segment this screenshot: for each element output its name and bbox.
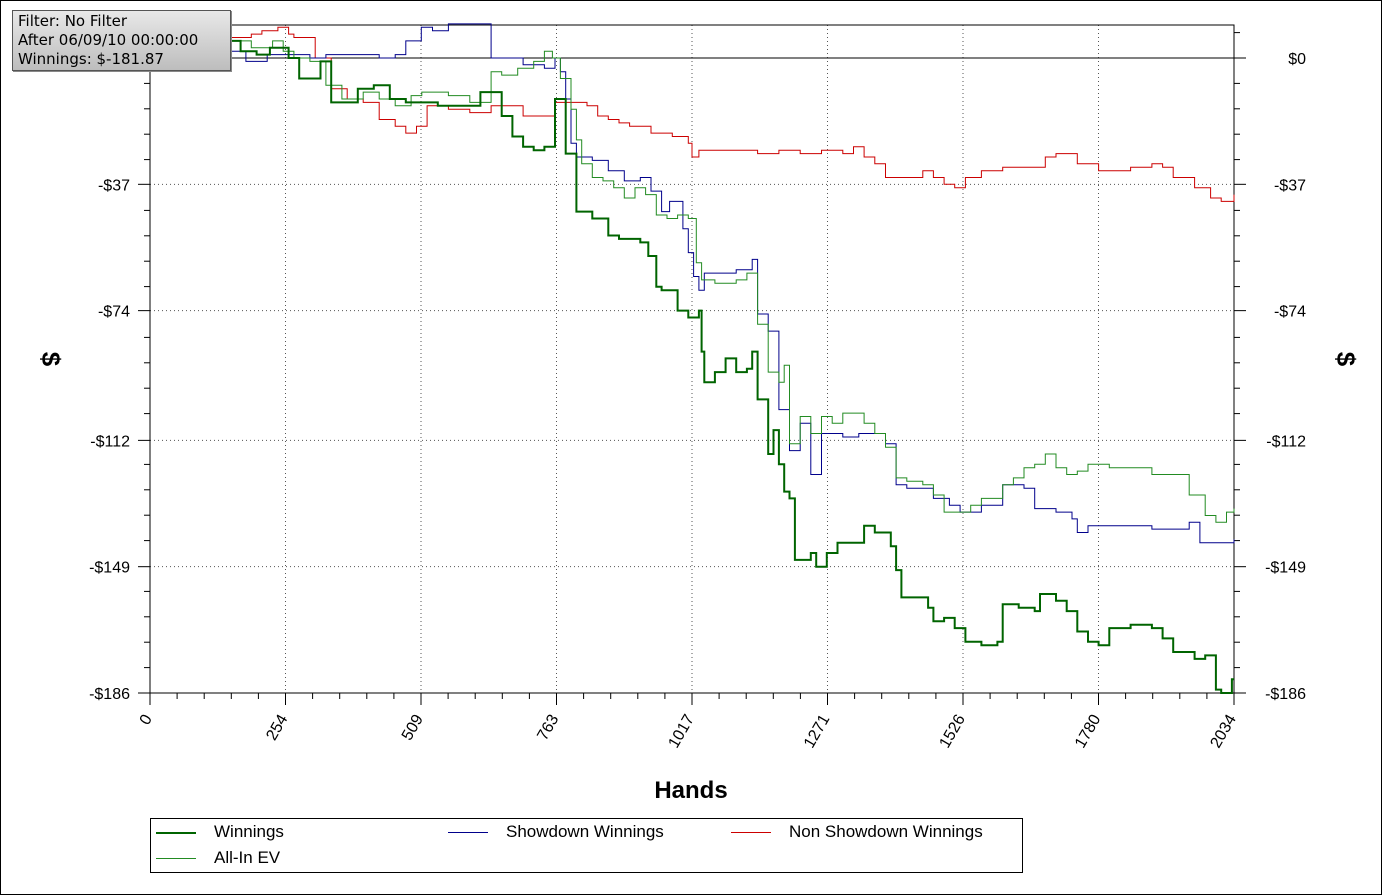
x-tick-label: 1780	[1072, 712, 1105, 751]
x-tick-label: 1271	[801, 712, 834, 751]
series-line-all-in-ev	[150, 40, 1235, 523]
y-axis-title-left: $	[36, 352, 66, 367]
series-layer	[150, 23, 1235, 694]
y-tick-label-right: -$149	[1265, 560, 1306, 577]
date-filter-line: After 06/09/10 00:00:00	[18, 31, 199, 49]
legend-label: Showdown Winnings	[506, 822, 664, 841]
y-tick-label-right: -$112	[1266, 433, 1306, 450]
x-tick-label: 509	[399, 712, 427, 744]
legend: Winnings Showdown Winnings Non Showdown Wi…	[150, 818, 1023, 873]
y-tick-label-right: -$74	[1274, 304, 1306, 321]
filter-line: Filter: No Filter	[18, 12, 128, 30]
x-tick-label: 254	[263, 712, 291, 744]
legend-label: Winnings	[214, 822, 284, 841]
x-tick-label: 2034	[1207, 712, 1240, 751]
legend-swatch	[156, 858, 196, 859]
series-line-non-showdown-winnings	[150, 26, 1235, 202]
x-tick-label: 763	[534, 712, 562, 744]
y-tick-label-left: -$37	[98, 177, 130, 194]
y-tick-label-right: $0	[1288, 51, 1306, 68]
y-tick-label-left: -$186	[89, 686, 130, 703]
legend-swatch	[156, 832, 196, 834]
grid	[150, 25, 1234, 693]
y-tick-label-left: -$112	[90, 433, 130, 450]
x-tick-label: 0	[137, 712, 156, 728]
filter-info-box: Filter: No Filter After 06/09/10 00:00:0…	[12, 10, 231, 71]
winnings-summary-line: Winnings: $-181.87	[18, 50, 164, 68]
x-tick-label: 1017	[665, 712, 698, 751]
x-tick-label: 1526	[936, 712, 969, 751]
y-axis-title-right: $	[1331, 352, 1361, 367]
series-line-showdown-winnings	[150, 23, 1235, 544]
x-axis-title: Hands	[654, 777, 727, 804]
y-tick-label-left: -$74	[98, 304, 130, 321]
y-tick-label-right: -$186	[1265, 686, 1306, 703]
legend-label: All-In EV	[214, 848, 281, 867]
y-tick-label-right: -$37	[1274, 177, 1306, 194]
legend-swatch	[731, 832, 771, 833]
legend-swatch	[448, 832, 488, 833]
legend-label: Non Showdown Winnings	[789, 822, 983, 841]
series-line-winnings	[150, 39, 1234, 694]
axes	[138, 24, 1246, 705]
y-tick-label-left: -$149	[89, 560, 130, 577]
